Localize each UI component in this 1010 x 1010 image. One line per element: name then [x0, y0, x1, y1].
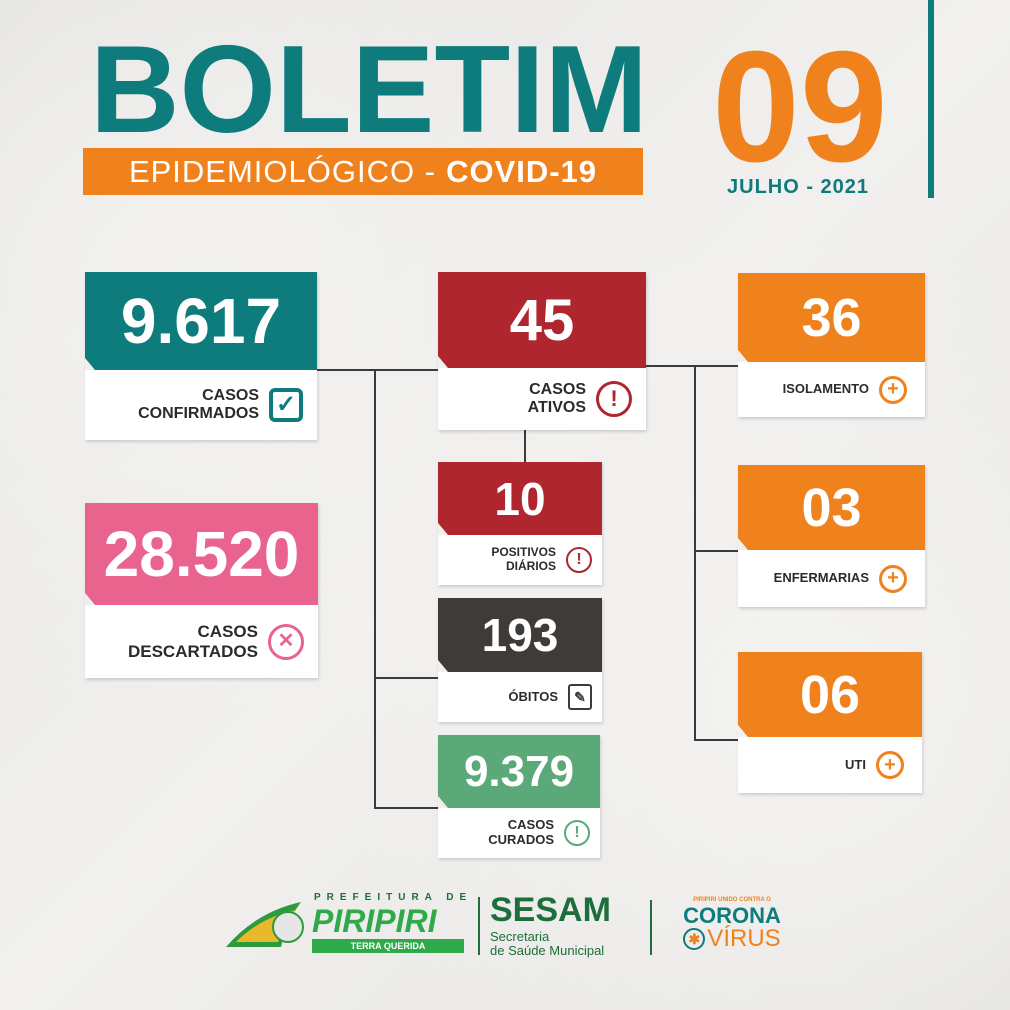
subtitle-bold: COVID-19 — [446, 153, 598, 189]
card-uti: 06 UTI + — [738, 652, 922, 793]
exclamation-icon: ! — [596, 381, 632, 417]
x-circle-icon: ✕ — [268, 623, 304, 660]
card-positivos-diarios: 10 POSITIVOS DIÁRIOS ! — [438, 462, 602, 585]
card-enfermarias: 03 ENFERMARIAS + — [738, 465, 925, 607]
card-label-row: CASOS CONFIRMADOS ✓ — [85, 370, 317, 440]
prefeitura-label: PREFEITURA DE — [314, 892, 473, 903]
city-name: PIRIPIRI — [312, 903, 437, 939]
connector-line — [524, 430, 526, 462]
connector-line — [374, 369, 376, 809]
footer-divider — [478, 897, 480, 955]
card-value: 03 — [738, 465, 925, 550]
card-label-row: CASOS CURADOS ! — [438, 808, 600, 858]
card-value: 06 — [738, 652, 922, 737]
card-label-row: ENFERMARIAS + — [738, 550, 925, 607]
subtitle-bar: EPIDEMIOLÓGICO - COVID-19 — [83, 148, 643, 195]
sesam-title: SESAM — [490, 891, 611, 929]
card-obitos: 193 ÓBITOS ✎ — [438, 598, 602, 722]
piripiri-flag-emblem-icon — [226, 902, 304, 947]
campaign-top: PIRIPIRI UNIDO CONTRA O — [693, 897, 771, 903]
card-label: CASOS CURADOS — [488, 817, 554, 847]
card-label: ISOLAMENTO — [782, 381, 869, 397]
card-label-row: CASOS DESCARTADOS ✕ — [85, 605, 318, 678]
card-label-row: ÓBITOS ✎ — [438, 672, 602, 722]
city-motto: TERRA QUERIDA — [312, 939, 464, 953]
bulletin-day: 09 — [712, 19, 888, 195]
plus-circle-icon: + — [876, 751, 904, 779]
bulletin-month-year: JULHO - 2021 — [727, 176, 870, 198]
card-label: POSITIVOS DIÁRIOS — [491, 545, 556, 573]
card-label: UTI — [845, 756, 866, 772]
card-casos-ativos: 45 CASOS ATIVOS ! — [438, 272, 646, 430]
sesam-subtitle-2: de Saúde Municipal — [490, 943, 605, 959]
connector-line — [694, 365, 696, 740]
connector-line — [694, 550, 738, 552]
card-label: ÓBITOS — [508, 688, 558, 704]
card-label: CASOS DESCARTADOS — [127, 621, 258, 661]
card-value: 36 — [738, 273, 925, 362]
plus-circle-icon: + — [879, 564, 907, 593]
card-value: 9.379 — [438, 735, 600, 808]
header-divider — [928, 0, 934, 198]
card-label: ENFERMARIAS — [773, 570, 869, 586]
plus-circle-icon: + — [879, 375, 907, 404]
virus-prohibited-icon: ✱ — [683, 928, 706, 951]
campaign-virus: VÍRUS — [707, 925, 781, 953]
card-value: 193 — [438, 598, 602, 672]
sesam-logo: SESAM Secretaria de Saúde Municipal — [490, 893, 611, 959]
card-value: 28.520 — [85, 503, 318, 605]
card-value: 9.617 — [85, 272, 317, 370]
card-value: 45 — [438, 272, 646, 368]
card-casos-curados: 9.379 CASOS CURADOS ! — [438, 735, 600, 858]
document-pen-icon: ✎ — [568, 684, 592, 710]
card-label: CASOS CONFIRMADOS — [138, 386, 259, 422]
connector-line — [374, 807, 438, 809]
card-label-row: UTI + — [738, 737, 922, 793]
card-label-row: ISOLAMENTO + — [738, 362, 925, 417]
exclamation-icon: ! — [564, 820, 590, 846]
card-label: CASOS ATIVOS — [527, 380, 586, 416]
exclamation-icon: ! — [566, 547, 592, 573]
connector-line — [317, 369, 438, 371]
corona-virus-campaign-logo: PIRIPIRI UNIDO CONTRA O CORONA ✱ VÍRUS — [672, 896, 792, 951]
footer-divider — [650, 900, 652, 955]
piripiri-logo: PREFEITURA DE PIRIPIRI TERRA QUERIDA — [226, 890, 466, 955]
subtitle-prefix: EPIDEMIOLÓGICO - — [128, 153, 437, 189]
connector-line — [646, 365, 738, 367]
card-label-row: POSITIVOS DIÁRIOS ! — [438, 535, 602, 585]
card-value: 10 — [438, 462, 602, 535]
campaign-corona: CORONA — [683, 903, 781, 928]
sesam-subtitle-1: Secretaria — [490, 929, 550, 944]
card-casos-confirmados: 9.617 CASOS CONFIRMADOS ✓ — [85, 272, 317, 440]
title: BOLETIM — [90, 21, 648, 159]
card-label-row: CASOS ATIVOS ! — [438, 368, 646, 430]
checkbox-icon: ✓ — [269, 388, 303, 422]
card-isolamento: 36 ISOLAMENTO + — [738, 273, 925, 417]
connector-line — [374, 677, 438, 679]
card-casos-descartados: 28.520 CASOS DESCARTADOS ✕ — [85, 503, 318, 678]
connector-line — [694, 739, 738, 741]
